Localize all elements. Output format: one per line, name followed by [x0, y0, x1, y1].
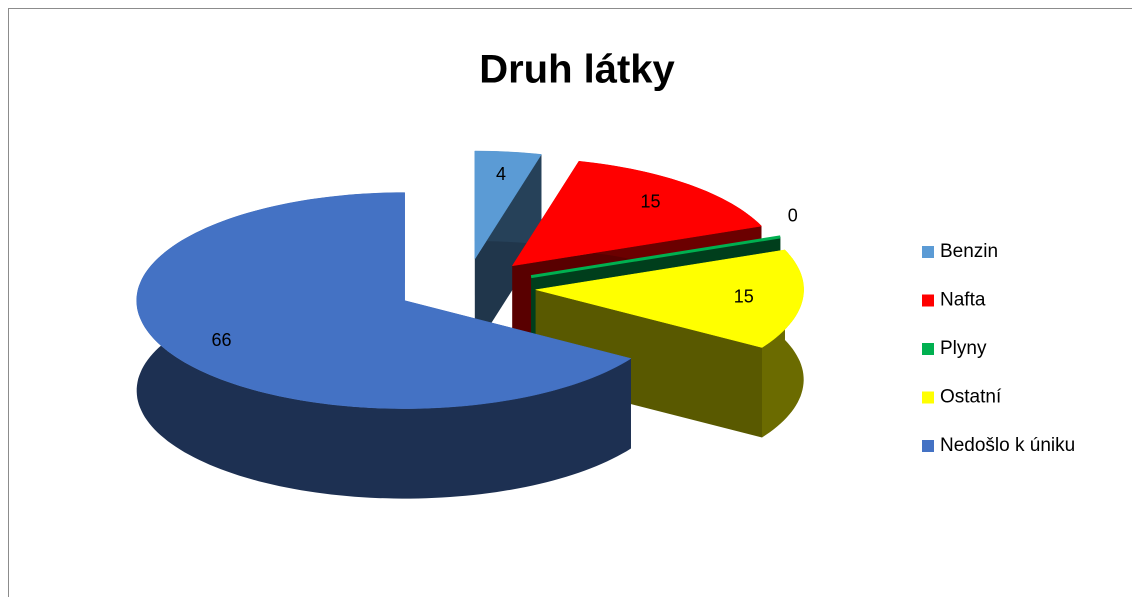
legend-label: Ostatní: [940, 387, 1002, 408]
legend-label: Benzin: [940, 241, 998, 262]
legend-label: Nedošlo k úniku: [940, 435, 1075, 456]
legend-label: Nafta: [940, 290, 986, 311]
legend-label: Plyny: [940, 338, 987, 359]
data-label: 4: [496, 164, 506, 184]
data-labels: 4 15 0 15 66: [211, 164, 797, 350]
legend: Benzin Nafta Plyny Ostatní Nedošlo k úniku: [922, 241, 1075, 456]
legend-swatch: [922, 440, 934, 452]
legend-swatch: [922, 343, 934, 355]
pie-tops: [136, 150, 804, 409]
chart-border: [8, 8, 1132, 597]
pie-slice: [530, 235, 781, 279]
legend-swatch: [922, 391, 934, 404]
legend-swatch: [922, 294, 934, 307]
pie-slice: [511, 160, 763, 267]
pie-slice: [535, 249, 804, 348]
pie-slice: [474, 150, 542, 260]
slice-radial-wall: [535, 289, 762, 438]
data-label: 0: [788, 206, 798, 226]
data-label: 15: [641, 191, 661, 211]
legend-swatch: [922, 246, 934, 258]
data-label: 15: [734, 286, 754, 306]
pie-slice: [136, 192, 632, 409]
data-label: 66: [211, 330, 231, 350]
chart-title: Druh látky: [479, 48, 675, 92]
